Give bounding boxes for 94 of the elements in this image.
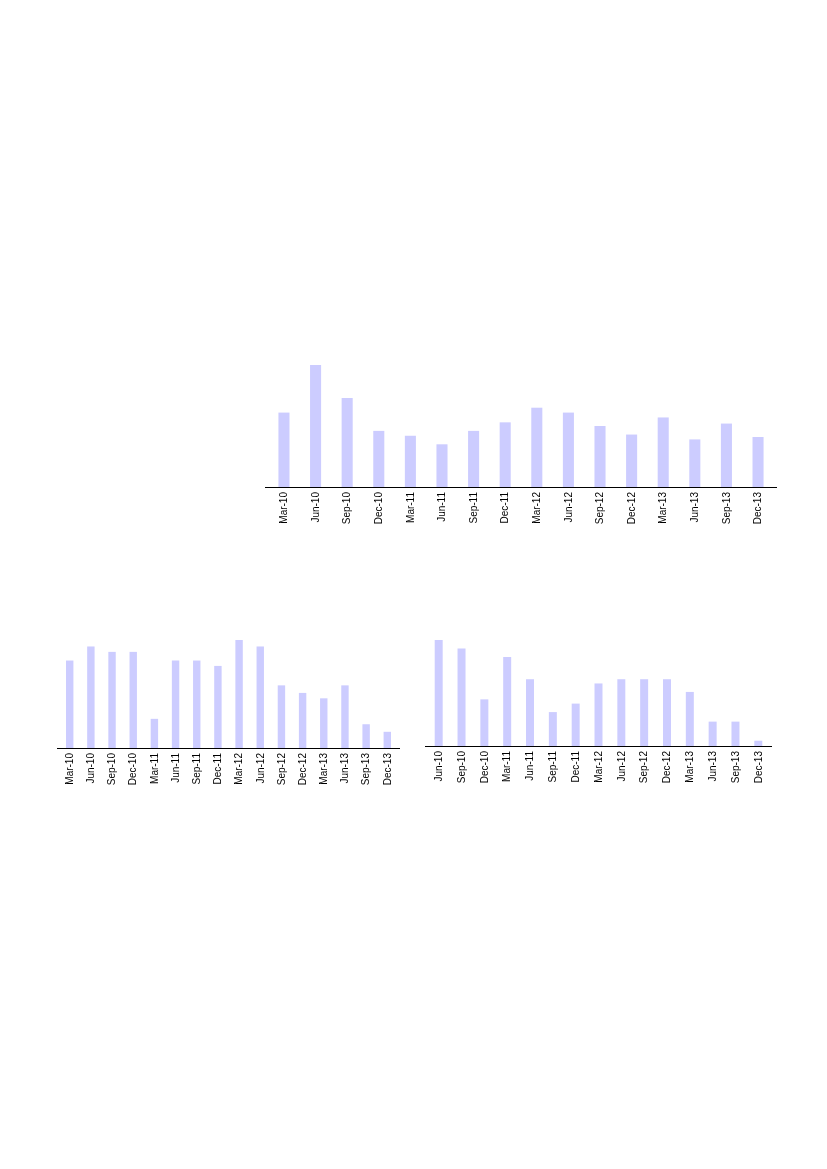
x-tick-label: Mar-11 [148, 752, 160, 784]
bar [171, 660, 180, 748]
x-tick-label: Dec-10 [373, 491, 385, 525]
x-tick-label: Jun-10 [85, 752, 97, 784]
x-tick-label: Jun-10 [309, 491, 321, 523]
x-tick-label: Jun-12 [562, 491, 574, 523]
bar [640, 679, 649, 746]
x-tick-label: Sep-10 [106, 752, 118, 786]
bar [214, 665, 222, 748]
bar [193, 660, 201, 748]
bar [480, 699, 489, 746]
x-tick-label: Sep-11 [190, 752, 202, 785]
bar [277, 685, 286, 748]
bar [685, 691, 694, 746]
bar [150, 718, 159, 748]
bar [278, 412, 290, 487]
bar [594, 426, 606, 487]
x-tick-label: Sep-11 [467, 491, 479, 524]
x-tick-label: Dec-13 [752, 491, 764, 525]
x-tick-label: Jun-10 [432, 750, 444, 782]
bar [754, 740, 763, 746]
bar [434, 640, 443, 746]
x-tick-label: Sep-10 [341, 491, 353, 525]
bar [256, 646, 264, 748]
x-tick-label: Dec-13 [752, 750, 764, 784]
x-tick-label: Jun-11 [169, 752, 181, 783]
x-tick-label: Jun-13 [706, 750, 718, 782]
x-tick-label: Jun-11 [436, 491, 448, 522]
x-tick-label: Dec-10 [478, 750, 490, 784]
bar [503, 656, 512, 746]
bar [662, 679, 671, 746]
x-tick-label: Mar-11 [404, 491, 416, 523]
bar [548, 712, 557, 746]
x-tick-label: Sep-13 [729, 750, 741, 784]
bar [362, 724, 370, 748]
bar [731, 721, 740, 746]
x-tick-label: Dec-12 [296, 752, 308, 786]
bar [499, 422, 511, 487]
bar [594, 683, 603, 746]
x-tick-label: Mar-13 [318, 752, 330, 785]
x-tick-label: Mar-13 [657, 491, 669, 524]
bar [468, 430, 480, 487]
x-tick-label: Mar-10 [278, 491, 290, 524]
x-tick-label: Dec-11 [212, 752, 224, 785]
bar [436, 444, 448, 487]
bar [571, 703, 580, 746]
bar [373, 430, 385, 487]
x-tick-label: Sep-12 [275, 752, 287, 786]
bar [341, 397, 353, 487]
x-tick-label: Jun-12 [615, 750, 627, 782]
bar [720, 423, 732, 487]
x-tick-label: Mar-10 [63, 752, 75, 785]
x-tick-label: Jun-13 [339, 752, 351, 784]
bar [689, 439, 701, 487]
x-tick-label: Sep-10 [455, 750, 467, 784]
bar [235, 640, 243, 748]
bar [129, 651, 137, 748]
x-tick-label: Dec-11 [569, 750, 581, 783]
x-tick-label: Mar-12 [233, 752, 245, 785]
x-tick-label: Dec-12 [661, 750, 673, 784]
x-tick-label: Sep-12 [638, 750, 650, 784]
x-tick-label: Mar-11 [501, 750, 513, 782]
x-tick-label: Sep-11 [547, 750, 559, 783]
x-tick-label: Sep-12 [594, 491, 606, 525]
x-tick-label: Jun-12 [254, 752, 266, 784]
bar [404, 435, 416, 487]
x-tick-label: Dec-12 [625, 491, 637, 525]
bar [87, 646, 95, 748]
bar [657, 417, 669, 487]
bar [457, 648, 466, 746]
bar [708, 721, 717, 746]
x-tick-label: Mar-13 [684, 750, 696, 783]
x-tick-label: Sep-13 [360, 752, 372, 786]
bar [626, 434, 638, 487]
x-tick-label: Sep-13 [720, 491, 732, 525]
bar [66, 660, 74, 748]
bar [752, 436, 764, 487]
bar [320, 698, 328, 748]
bar [526, 679, 535, 746]
x-tick-label: Dec-13 [381, 752, 393, 786]
bar [341, 685, 349, 748]
x-tick-label: Jun-13 [689, 491, 701, 523]
bar [108, 651, 116, 748]
bar [617, 679, 626, 746]
bar [298, 692, 307, 748]
bar [310, 365, 322, 487]
x-tick-label: Mar-12 [531, 491, 543, 524]
x-tick-label: Dec-10 [127, 752, 139, 786]
x-tick-label: Dec-11 [499, 491, 511, 524]
bar [562, 412, 574, 487]
x-tick-label: Jun-11 [524, 750, 536, 781]
bar [383, 731, 391, 748]
bar [531, 407, 543, 487]
x-tick-label: Mar-12 [592, 750, 604, 783]
